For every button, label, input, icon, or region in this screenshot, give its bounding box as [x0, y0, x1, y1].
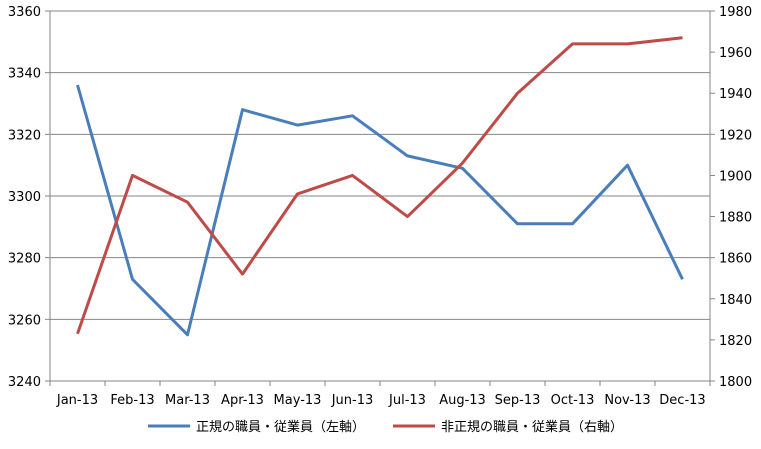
data-point [571, 222, 574, 225]
right-axis-tick-label: 1980 [719, 5, 752, 20]
right-axis-tick-label: 1820 [719, 334, 752, 349]
x-axis-tick-label: Feb-13 [110, 393, 154, 408]
data-point [626, 42, 629, 45]
left-axis-tick-label: 3300 [8, 190, 41, 205]
left-axis-tick-label: 3240 [8, 375, 41, 390]
data-point [516, 222, 519, 225]
x-axis-tick-label: Jan-13 [56, 393, 98, 408]
data-point [351, 114, 354, 117]
data-point [461, 167, 464, 170]
data-point [131, 174, 134, 177]
data-point [186, 333, 189, 336]
data-point [351, 174, 354, 177]
data-point [131, 278, 134, 281]
legend-label: 非正規の職員・従業員（右軸） [441, 419, 623, 435]
right-axis-tick-label: 1960 [719, 46, 752, 61]
data-point [626, 164, 629, 167]
x-axis-tick-label: Nov-13 [604, 393, 650, 408]
data-point [241, 273, 244, 276]
right-axis-tick-label: 1940 [719, 87, 752, 102]
left-axis-tick-label: 3360 [8, 5, 41, 20]
data-point [681, 36, 684, 39]
data-point [406, 154, 409, 157]
data-point [516, 92, 519, 95]
left-axis-tick-label: 3320 [8, 128, 41, 143]
data-point [406, 215, 409, 218]
x-axis-tick-label: May-13 [274, 393, 322, 408]
data-point [241, 108, 244, 111]
x-axis-tick-label: Aug-13 [439, 393, 486, 408]
right-axis-tick-label: 1920 [719, 128, 752, 143]
legend: 正規の職員・従業員（左軸） 非正規の職員・従業員（右軸） [148, 419, 623, 435]
x-axis-tick-label: Sep-13 [495, 393, 541, 408]
x-axis-tick-label: Jul-13 [388, 393, 426, 408]
left-axis-tick-label: 3260 [8, 313, 41, 328]
data-point [186, 201, 189, 204]
x-axis-tick-label: Apr-13 [221, 393, 264, 408]
data-point [296, 124, 299, 127]
x-axis-tick-label: Oct-13 [551, 393, 595, 408]
right-axis-tick-label: 1860 [719, 252, 752, 267]
x-axis-tick-label: Mar-13 [165, 393, 210, 408]
axes: 3240 3260 3280 3300 3320 3340 3360 1800 1820 1840… [8, 5, 752, 408]
data-point [571, 42, 574, 45]
right-axis-tick-label: 1840 [719, 293, 752, 308]
legend-label: 正規の職員・従業員（左軸） [196, 419, 365, 435]
data-point [296, 192, 299, 195]
left-axis-tick-label: 3280 [8, 252, 41, 267]
right-axis-tick-label: 1880 [719, 211, 752, 226]
series-line-1 [76, 84, 684, 337]
data-point [76, 84, 79, 87]
data-point [76, 332, 79, 335]
data-point [461, 162, 464, 165]
x-axis-tick-label: Jun-13 [331, 393, 374, 408]
right-axis-tick-label: 1900 [719, 169, 752, 184]
left-axis-tick-label: 3340 [8, 67, 41, 82]
series-lines [76, 36, 684, 337]
series-line-2 [76, 36, 683, 335]
x-axis-tick-label: Dec-13 [659, 393, 705, 408]
data-point [681, 278, 684, 281]
right-axis-tick-label: 1800 [719, 375, 752, 390]
